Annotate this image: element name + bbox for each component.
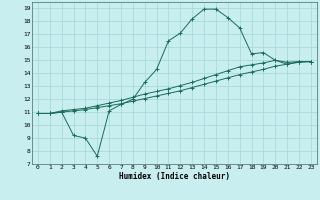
X-axis label: Humidex (Indice chaleur): Humidex (Indice chaleur) [119, 172, 230, 181]
